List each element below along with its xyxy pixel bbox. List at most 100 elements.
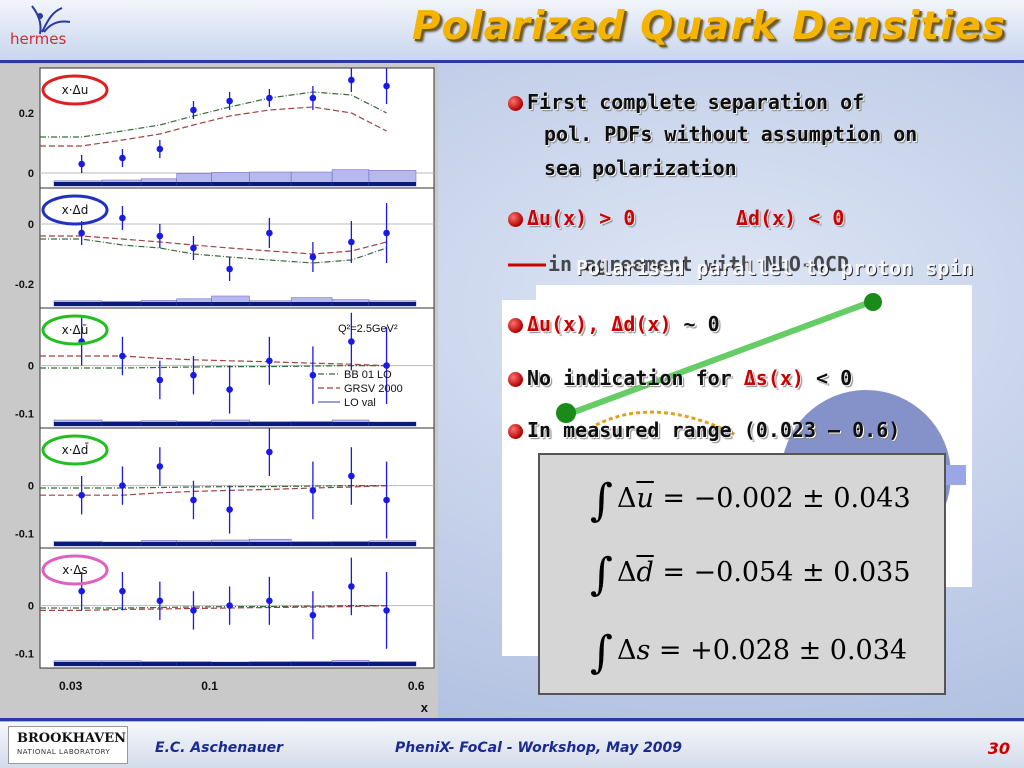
y-tick-label: 0 [28,168,34,180]
equation-d: ∫ Δd = −0.054 ± 0.035 [590,549,911,600]
x-tick-label: 0.6 [408,679,425,693]
data-point [119,214,126,222]
panel-label: x·Δu [62,83,89,97]
panel-label: x·Δd [62,203,89,217]
panel-label: x·Δd̄ [62,443,89,457]
y-tick-label: 0.2 [19,108,34,120]
systematic-band-dark [249,422,292,426]
label-circle-icon [41,314,109,346]
plot-panel [39,67,435,189]
systematic-band-dark [291,542,333,546]
footer-author: E.C. Aschenauer [155,740,284,756]
systematic-band-dark [141,422,177,426]
bullet-dot-icon [508,318,523,333]
data-point [119,587,126,595]
bnl-logo: BROOKHAVEN NATIONAL LABORATORY [8,726,128,764]
systematic-band-dark [249,182,292,186]
systematic-band-dark [332,182,369,186]
equation-s-value: = +0.028 ± 0.034 [650,635,908,666]
y-tick-label: 0 [28,219,34,231]
plot-panel [39,187,435,309]
systematic-band-dark [368,542,416,546]
equation-s: ∫ Δs = +0.028 ± 0.034 [590,627,907,678]
bullet-dot-icon [508,212,523,227]
systematic-band-dark [291,302,333,306]
y-tick-label: -0.1 [15,649,34,661]
data-point [226,265,233,273]
bullet-4-text: No indication for [527,366,744,390]
data-point [383,362,390,369]
slide-header [0,0,1024,62]
grsv-curve [40,485,387,496]
legend-entry: BB 01 LO [344,369,392,381]
systematic-band-dark [141,542,177,546]
systematic-band-dark [176,422,212,426]
systematic-band-dark [211,662,250,666]
bullet-dot-icon [508,424,523,439]
delta-symbol: Δ [616,635,637,666]
bullet-5: In measured range (0.023 – 0.6) [508,418,900,442]
x-tick-label: 0.1 [201,679,218,693]
systematic-band-dark [211,542,250,546]
data-point [190,244,197,252]
panel-label: x·Δs [62,563,87,577]
systematic-band-dark [54,542,103,546]
hermes-logo: hermes [10,30,67,48]
slide-footer [0,722,1024,768]
delta-u-statement: Δu(x) > 0 [527,206,636,230]
bullet-2: Δu(x) > 0 [508,206,635,230]
s-symbol: s [636,635,651,666]
systematic-band-dark [249,302,292,306]
systematic-band-dark [176,302,212,306]
label-circle-icon [41,554,109,586]
data-point [348,76,355,84]
data-point [266,448,273,456]
dbar-symbol: d [636,557,654,588]
systematic-band-dark [332,422,369,426]
bullet-1: First complete separation of [508,90,864,114]
systematic-band-dark [368,422,416,426]
pdf-chart: 0.2 0 x·Δu 0 -0.2 x·Δd 0 -0.1 x·Δū 0 -0.1 x·Δd̄ 0 -0… [15,67,435,715]
systematic-band-dark [176,542,212,546]
integral-sign: ∫ [590,475,613,526]
data-point [348,472,355,480]
data-point [309,253,317,261]
y-tick-label: 0 [28,601,34,613]
data-point [190,106,197,114]
hermes-bird-icon [31,5,71,35]
illustration-card-left [502,300,538,656]
scattered-lepton-icon [864,293,882,311]
label-circle-icon [41,74,109,106]
systematic-band-dark [332,542,369,546]
systematic-band-dark [102,662,142,666]
bnl-logo-subtitle: NATIONAL LABORATORY [17,748,111,756]
data-point [78,491,85,499]
grsv-curve [40,605,387,611]
data-point [226,386,233,393]
systematic-band-dark [291,662,333,666]
systematic-band-dark [54,662,103,666]
legend-entry: GRSV 2000 [344,383,403,395]
data-point [119,482,126,489]
sea-quark-value: ~ 0 [671,312,720,336]
label-circle-icon [41,194,109,226]
data-point [383,496,390,504]
red-arrow-icon [508,263,546,267]
bullet-dot-icon [508,96,523,111]
y-tick-label: 0 [28,361,34,373]
data-point [190,607,197,614]
page-number: 30 [987,739,1010,758]
overlap-text-2: Polarised parallel to proton spin [576,256,974,280]
q2-annotation: Q²=2.5GeV² [338,323,398,335]
systematic-band-dark [249,662,292,666]
systematic-band-dark [291,182,333,186]
bullet-dot-icon [508,372,523,387]
data-point [156,597,164,605]
data-point [309,611,317,619]
delta-symbol: Δ [616,557,637,588]
data-point [266,229,273,237]
incoming-lepton-icon [556,403,576,423]
data-point [226,602,233,609]
sea-quark-statement: Δu(x), Δd(x) [527,312,672,336]
x-tick-label: 0.03 [59,679,83,693]
